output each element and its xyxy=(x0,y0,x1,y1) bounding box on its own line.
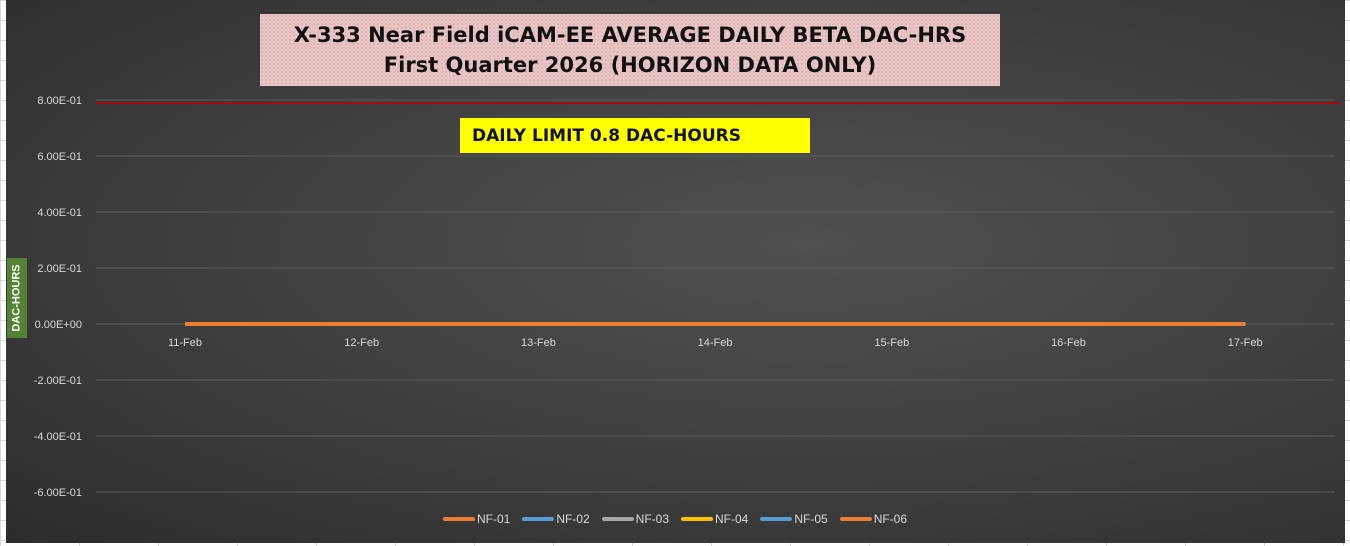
y-tick-label: 2.00E-01 xyxy=(37,263,82,275)
legend-swatch xyxy=(681,517,713,521)
x-tick-label: 14-Feb xyxy=(698,337,733,349)
x-tick-label: 12-Feb xyxy=(344,337,379,349)
x-tick-label: 15-Feb xyxy=(874,337,909,349)
legend-item[interactable]: NF-01 xyxy=(442,512,511,526)
chart-area[interactable] xyxy=(6,0,1345,543)
y-tick-label: 0.00E+00 xyxy=(35,319,82,331)
legend-item[interactable]: NF-06 xyxy=(839,512,908,526)
y-tick-label: 8.00E-01 xyxy=(37,95,82,107)
title-line-2: First Quarter 2026 (HORIZON DATA ONLY) xyxy=(383,53,877,77)
y-tick-label: -2.00E-01 xyxy=(34,375,82,387)
legend-label: NF-04 xyxy=(715,512,749,526)
y-tick-label: 6.00E-01 xyxy=(37,151,82,163)
x-tick-label: 17-Feb xyxy=(1228,337,1263,349)
legend-swatch xyxy=(522,517,555,521)
legend-label: NF-05 xyxy=(794,512,828,526)
legend-swatch xyxy=(839,517,872,521)
legend-swatch xyxy=(760,517,793,521)
legend-swatch xyxy=(442,517,475,521)
x-tick-label: 13-Feb xyxy=(521,337,556,349)
limit-annotation: DAILY LIMIT 0.8 DAC-HOURS xyxy=(460,118,810,153)
legend: NF-01 NF-02 NF-03 NF-04 NF-05 NF-06 xyxy=(0,512,1350,526)
legend-item[interactable]: NF-03 xyxy=(601,512,669,526)
chart-title: X-333 Near Field iCAM-EE AVERAGE DAILY B… xyxy=(260,14,1000,86)
legend-label: NF-02 xyxy=(556,512,590,526)
y-tick-label: -6.00E-01 xyxy=(34,487,82,499)
legend-item[interactable]: NF-05 xyxy=(760,512,828,526)
title-line-1: X-333 Near Field iCAM-EE AVERAGE DAILY B… xyxy=(293,23,967,47)
legend-label: NF-06 xyxy=(873,512,908,526)
legend-item[interactable]: NF-04 xyxy=(681,512,748,526)
legend-label: NF-01 xyxy=(476,512,511,526)
x-tick-label: 11-Feb xyxy=(168,337,202,349)
legend-item[interactable]: NF-02 xyxy=(522,512,590,526)
x-tick-label: 16-Feb xyxy=(1051,337,1086,349)
y-tick-label: -4.00E-01 xyxy=(34,431,82,443)
legend-swatch xyxy=(601,517,634,521)
legend-label: NF-03 xyxy=(635,512,669,526)
y-axis-label: DAC-HOURS xyxy=(7,258,27,338)
y-tick-label: 4.00E-01 xyxy=(37,207,82,219)
